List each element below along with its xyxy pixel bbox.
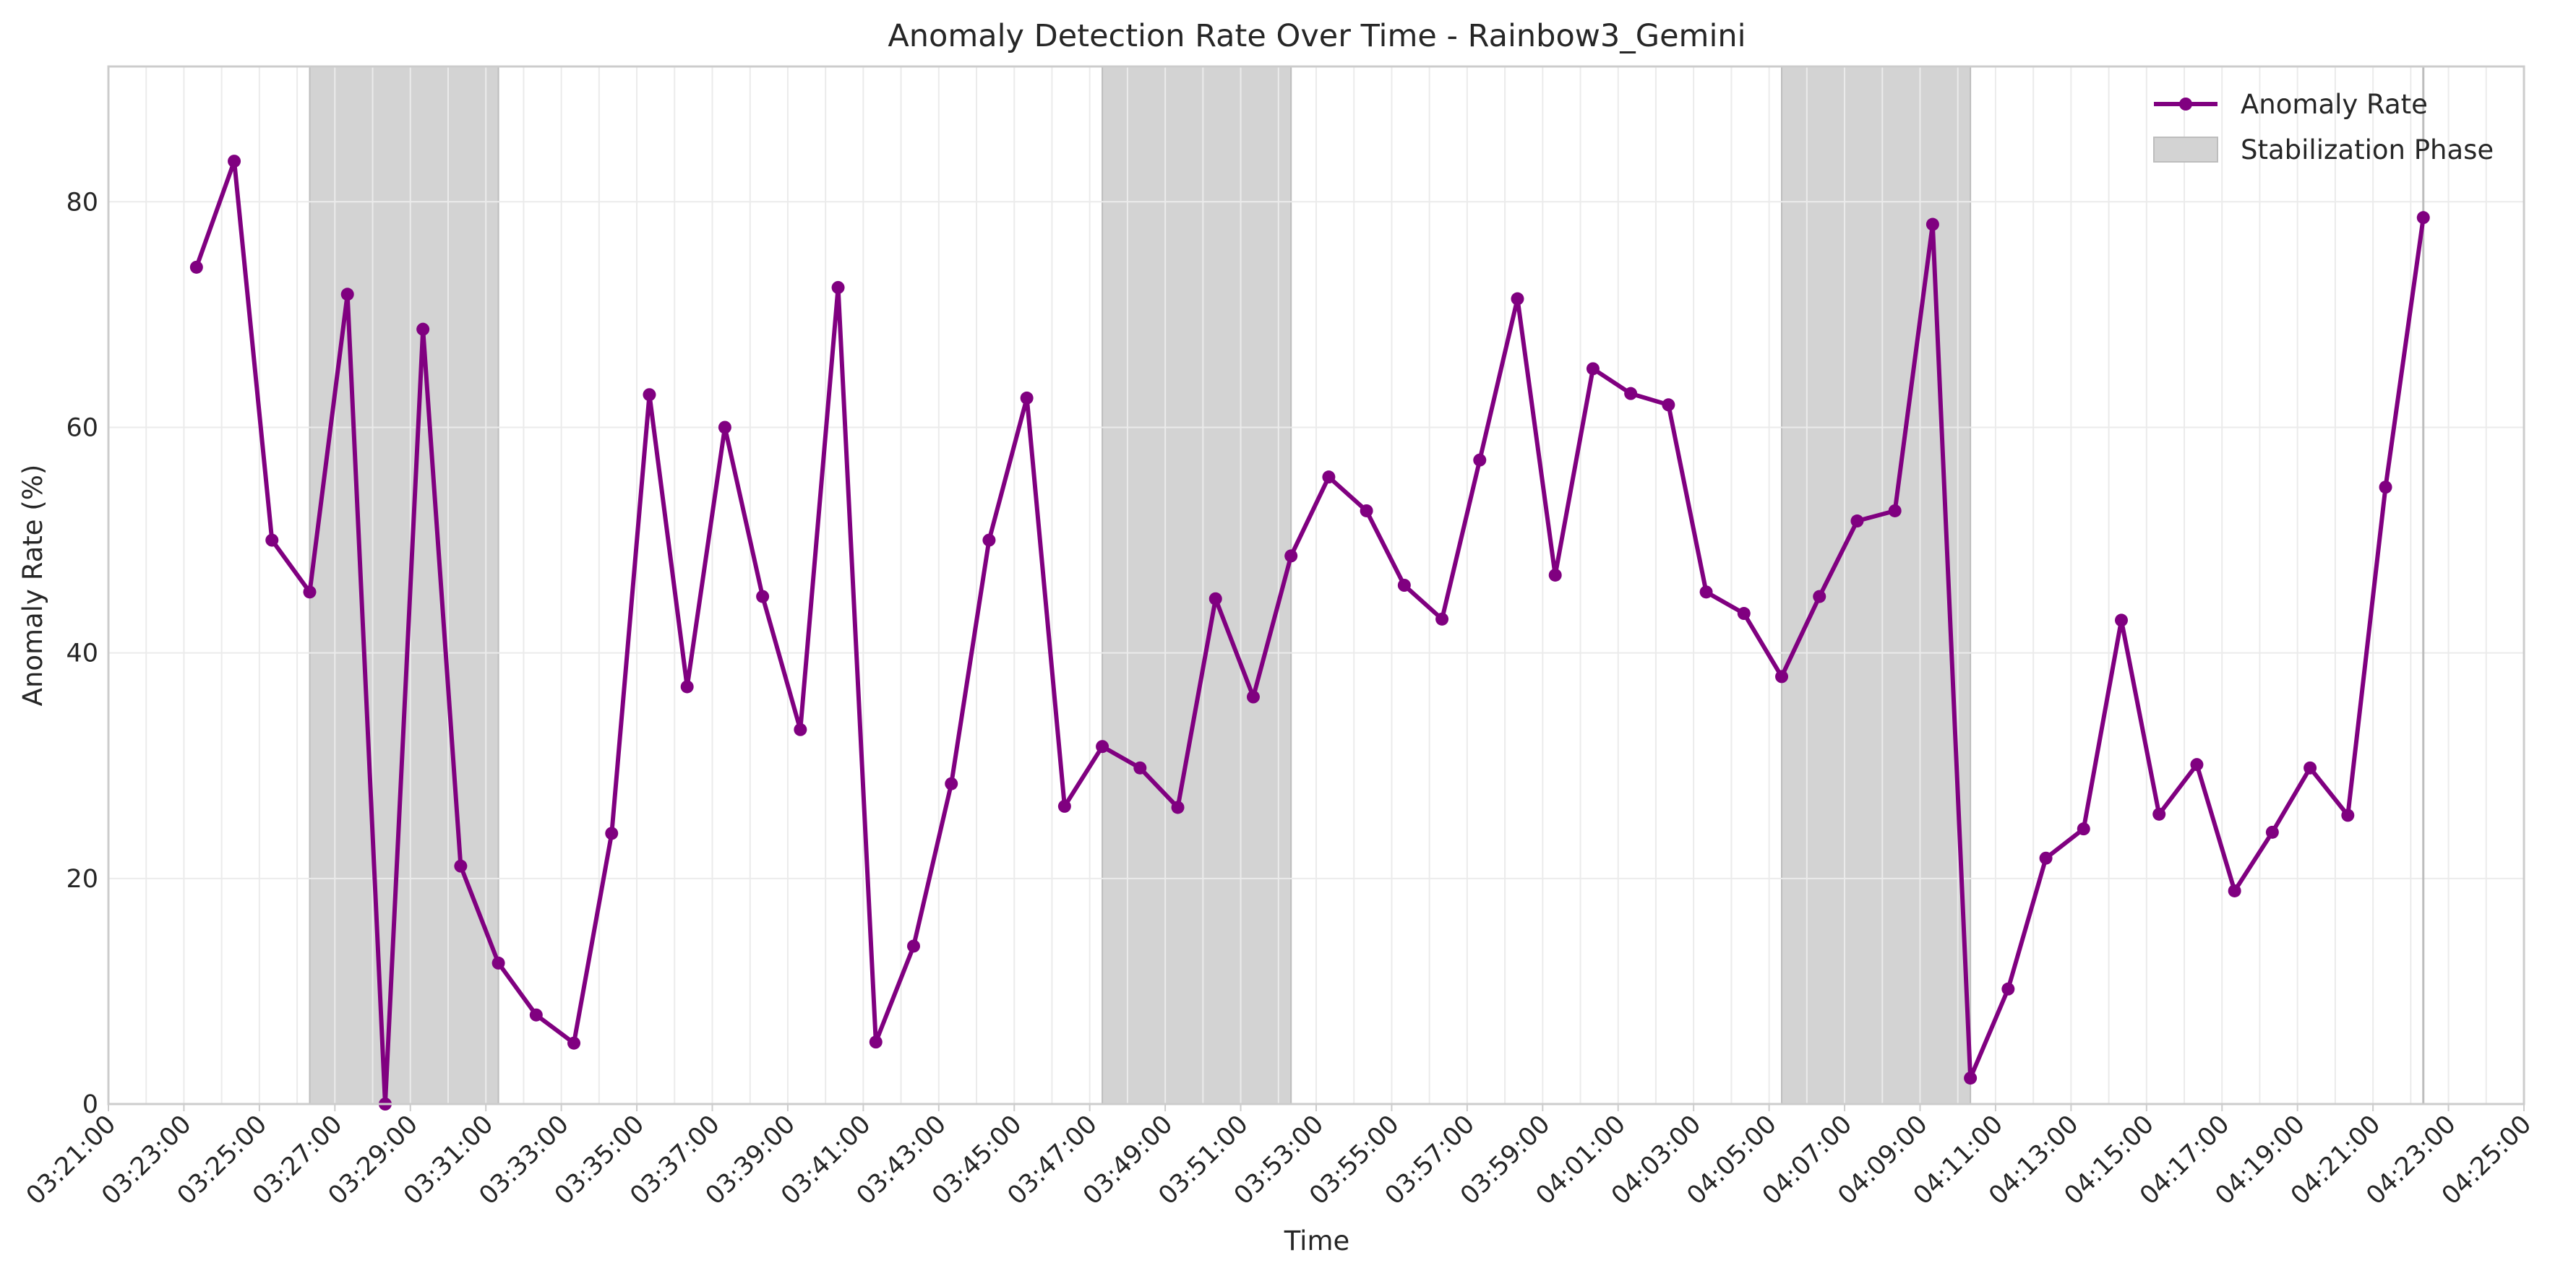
data-point [982,533,996,547]
data-point [794,723,807,736]
legend-label-anomaly-rate: Anomaly Rate [2241,89,2428,120]
data-point [1435,612,1449,626]
data-point [2115,613,2128,627]
data-point [680,680,694,694]
data-point [454,859,468,873]
data-point [340,288,354,301]
data-point [1057,799,1071,813]
x-ticks: 03:21:0003:23:0003:25:0003:27:0003:29:00… [21,1104,2537,1211]
data-point [1813,590,1826,603]
data-point [718,421,731,434]
data-point [1699,585,1713,599]
data-point [1624,387,1638,400]
legend-label-stabilization-phase: Stabilization Phase [2241,134,2494,165]
data-point [303,585,317,599]
data-point [228,155,241,168]
data-point [1020,391,1034,405]
stabilization-band-2 [1102,66,1292,1105]
data-point [2341,809,2355,822]
data-point [1208,592,1222,605]
legend-line-marker [2179,98,2192,111]
data-point [1171,801,1185,814]
data-point [1888,504,1902,517]
series-layer [194,159,2426,1106]
data-point [2379,480,2392,494]
data-point [529,1008,543,1022]
data-point [2077,822,2090,836]
stabilization-bands [309,66,1972,1105]
data-point [2039,851,2053,865]
data-point [756,590,770,603]
data-point [189,260,203,274]
data-point [1548,568,1562,582]
data-point [2416,211,2430,225]
legend: Anomaly Rate Stabilization Phase [2153,89,2494,165]
data-point [2265,825,2279,839]
data-point [2190,758,2204,772]
data-point [2001,982,2015,996]
data-point [945,777,958,790]
data-point [2152,807,2166,821]
stabilization-band-1 [309,66,499,1105]
chart-title: Anomaly Detection Rate Over Time - Rainb… [888,18,1746,54]
data-point [1850,514,1864,528]
points-layer [189,155,2430,1111]
data-point [1511,292,1524,306]
y-ticks: 0 20 40 60 80 [66,188,98,1119]
x-axis-label: Time [1284,1225,1350,1256]
data-point [567,1036,581,1050]
y-tick-label: 40 [66,639,98,668]
data-point [907,939,920,953]
data-point [2228,884,2241,897]
data-point [1925,217,1939,231]
data-point [605,827,619,840]
legend-band-swatch [2153,137,2218,163]
data-point [2304,761,2317,775]
data-point [831,280,845,294]
data-point [1360,504,1373,517]
data-point [1586,362,1600,376]
y-tick-label: 60 [66,413,98,442]
y-tick-label: 20 [66,865,98,894]
data-point [1096,740,1109,754]
data-point [1397,579,1411,592]
y-axis-label: Anomaly Rate (%) [17,465,48,707]
data-point [1775,670,1789,684]
data-point [1284,549,1298,563]
data-point [643,388,656,402]
data-point [1662,398,1675,412]
data-point [1964,1072,1978,1085]
data-point [265,533,279,547]
data-point [1322,470,1336,484]
data-point [1133,761,1147,775]
y-tick-label: 80 [66,188,98,217]
grid [108,66,2525,1105]
data-point [869,1035,883,1049]
y-tick-label: 0 [82,1090,98,1119]
data-point [1737,607,1751,621]
series-line-anomaly-rate [194,159,2426,1106]
data-point [1246,690,1260,704]
data-point [1473,453,1487,467]
data-point [416,322,430,336]
data-point [491,956,505,970]
stabilization-band-3 [1781,66,1972,1105]
